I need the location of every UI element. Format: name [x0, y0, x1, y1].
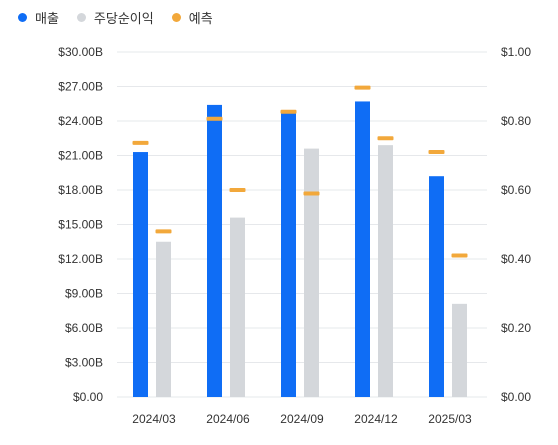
right-tick-label: $0.40	[501, 252, 531, 266]
revenue-bar	[281, 110, 296, 398]
legend-item-forecast[interactable]: 예측	[171, 8, 213, 27]
revenue-bar	[355, 101, 370, 397]
category-label: 2025/03	[428, 412, 472, 426]
eps-bar	[452, 303, 467, 397]
revenue-forecast-marker	[132, 140, 149, 145]
left-tick-label: $12.00B	[58, 252, 103, 266]
legend-forecast-label: 예측	[188, 11, 213, 26]
category-label: 2024/12	[354, 412, 398, 426]
left-tick-label: $9.00B	[65, 287, 103, 301]
eps-forecast-marker	[155, 229, 172, 234]
legend-forecast-dot	[171, 13, 181, 22]
revenue-forecast-marker	[428, 150, 445, 155]
left-tick-label: $15.00B	[58, 218, 103, 232]
revenue-forecast-marker	[280, 109, 297, 114]
legend-eps-label: 주당순이익	[93, 11, 154, 26]
eps-forecast-marker	[451, 253, 468, 258]
revenue-bar	[133, 152, 148, 397]
eps-forecast-marker	[377, 136, 394, 141]
revenue-bar	[429, 176, 444, 397]
revenue-forecast-marker	[206, 116, 223, 121]
category-label: 2024/09	[280, 412, 324, 426]
legend-revenue-dot	[18, 13, 27, 22]
left-tick-label: $6.00B	[65, 321, 103, 335]
chart-legend: 매출 주당순이익 예측	[18, 8, 213, 27]
category-label: 2024/06	[206, 412, 250, 426]
left-tick-label: $0.00	[73, 390, 103, 404]
legend-revenue-label: 매출	[35, 11, 59, 26]
eps-bar	[156, 241, 171, 397]
eps-bar	[378, 145, 393, 397]
revenue-bar	[207, 104, 222, 398]
legend-eps-dot	[76, 13, 86, 22]
right-tick-label: $0.00	[501, 390, 531, 404]
right-tick-label: $0.80	[501, 114, 531, 128]
eps-bar	[230, 217, 245, 397]
right-tick-label: $1.00	[501, 45, 531, 59]
category-label: 2024/03	[132, 412, 176, 426]
revenue-forecast-marker	[354, 85, 371, 90]
eps-forecast-marker	[229, 188, 246, 192]
left-tick-label: $3.00B	[65, 356, 103, 370]
right-tick-label: $0.60	[501, 183, 531, 197]
eps-bar	[304, 148, 319, 397]
right-tick-label: $0.20	[501, 321, 531, 335]
left-tick-label: $21.00B	[58, 149, 103, 163]
left-tick-label: $30.00B	[58, 45, 103, 59]
eps-forecast-marker	[303, 191, 320, 196]
left-tick-label: $27.00B	[58, 80, 103, 94]
legend-item-revenue[interactable]: 매출	[18, 8, 59, 27]
left-tick-label: $24.00B	[58, 114, 103, 128]
legend-item-eps[interactable]: 주당순이익	[76, 8, 154, 27]
left-tick-label: $18.00B	[58, 183, 103, 197]
